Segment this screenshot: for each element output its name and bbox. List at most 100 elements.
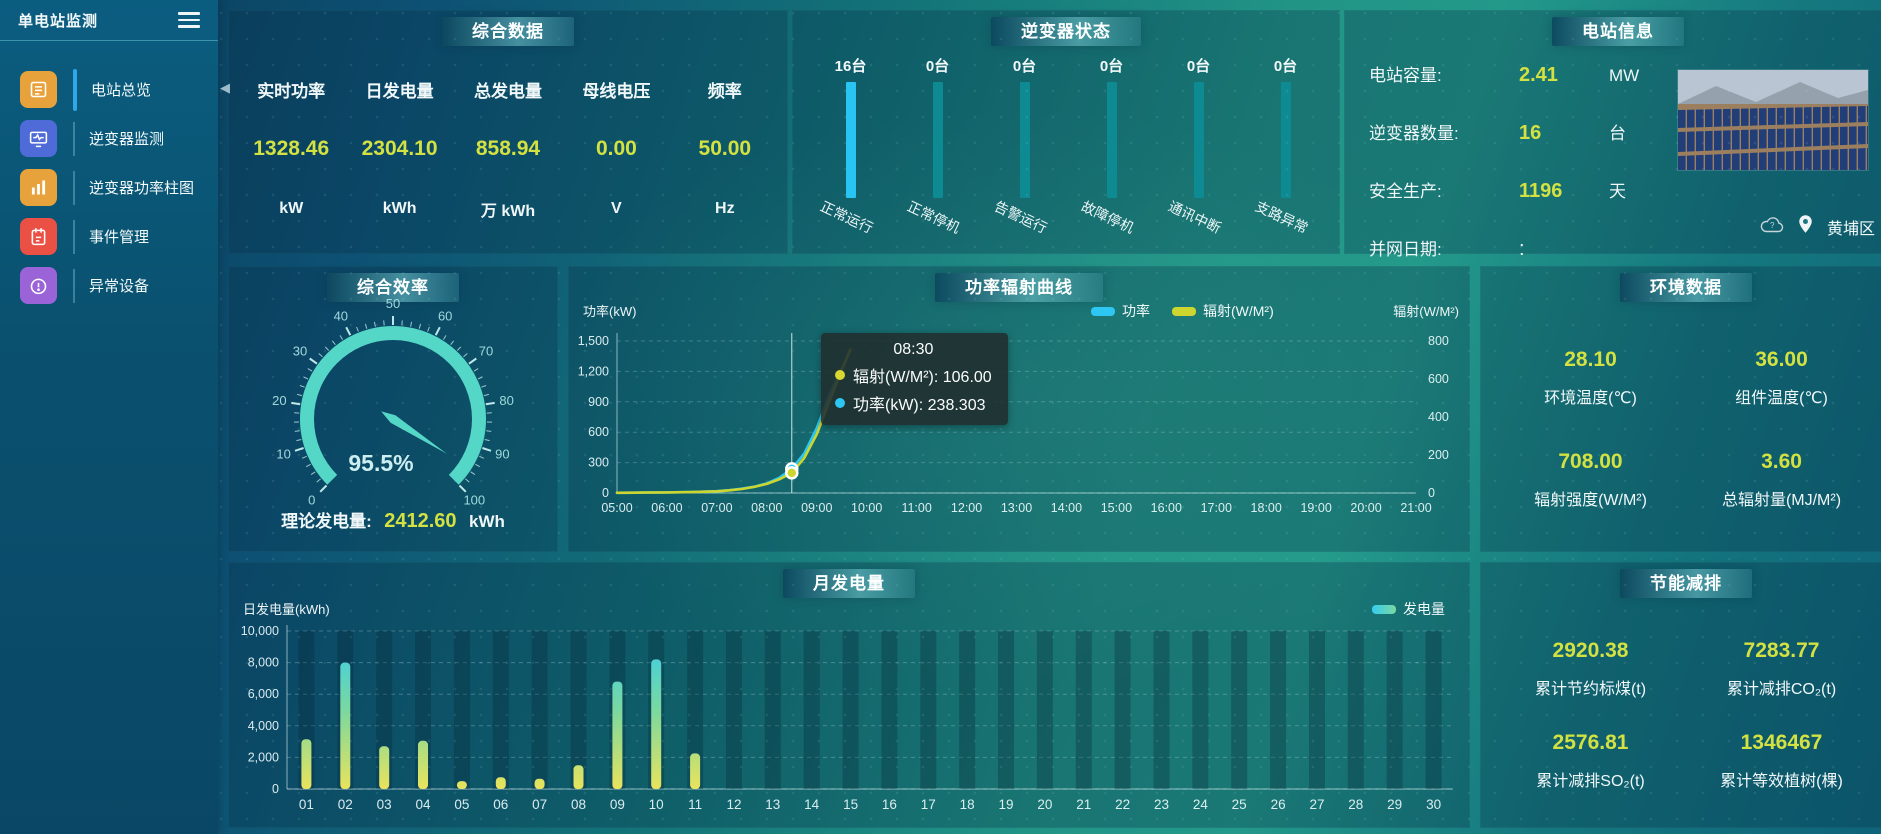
svg-text:15:00: 15:00 — [1101, 501, 1132, 515]
svg-text:21:00: 21:00 — [1400, 501, 1431, 515]
panel-title: 功率辐射曲线 — [935, 273, 1103, 302]
summary-metrics: 实时功率 日发电量 总发电量 母线电压 频率 1328.46 2304.10 8… — [237, 59, 779, 239]
cell-label: 累计节约标煤(t) — [1534, 681, 1647, 698]
status-bar — [845, 82, 856, 198]
status-label: 支路异常 — [1252, 197, 1311, 237]
cell-value: 2920.38 — [1552, 639, 1629, 662]
svg-text:24: 24 — [1193, 797, 1209, 812]
svg-text:95.5%: 95.5% — [348, 450, 413, 476]
inverter-status-col: 0台故障停机 — [1068, 55, 1155, 249]
power-radiation-chart[interactable]: 0 300 600 900 1,200 1,500 0 200 400 600 800 05:00 06… — [569, 323, 1471, 538]
row-label: 逆变器数量: — [1369, 124, 1459, 143]
metric-value: 0.00 — [595, 137, 637, 160]
cell-value: 28.10 — [1564, 348, 1617, 371]
svg-text:08: 08 — [571, 797, 586, 812]
svg-text:30: 30 — [1426, 797, 1441, 812]
sidebar-item-label: 事件管理 — [89, 229, 150, 246]
main-content: ◀ 综合数据 实时功率 日发电量 总发电量 母线电压 频率 1328.46 23… — [218, 0, 1881, 834]
efficiency-gauge[interactable]: 0 10 20 30 40 50 60 70 80 90 100 95.5% — [263, 296, 523, 542]
metric-label: 频率 — [707, 81, 742, 101]
sidebar-item-label: 电站总览 — [91, 82, 152, 99]
cell-value: 2576.81 — [1552, 731, 1629, 754]
sidebar-item-inverter-monitor[interactable]: 逆变器监测 — [0, 114, 218, 163]
metric-label: 日发电量 — [365, 81, 434, 101]
svg-text:8,000: 8,000 — [248, 656, 279, 670]
metric-label: 实时功率 — [257, 81, 326, 101]
svg-text:13:00: 13:00 — [1001, 501, 1032, 515]
monthly-generation-chart[interactable]: 0 2,000 4,000 6,000 8,000 10,000 01 02 03 04 05 06 0… — [229, 615, 1471, 834]
env-cell: 708.00 辐射强度(W/M²) — [1495, 450, 1686, 510]
svg-text:26: 26 — [1271, 797, 1286, 812]
notebook-icon — [20, 218, 57, 255]
svg-text:600: 600 — [588, 425, 609, 439]
status-count: 0台 — [1273, 58, 1298, 75]
svg-text:01: 01 — [299, 797, 314, 812]
item-divider — [73, 170, 75, 205]
svg-text:70: 70 — [479, 343, 493, 358]
svg-text:10: 10 — [649, 797, 664, 812]
svg-text:30: 30 — [293, 343, 307, 358]
collapse-sidebar-arrow[interactable]: ◀ — [220, 80, 230, 95]
footer-value: 2412.60 — [384, 510, 457, 532]
sidebar-header: 单电站监测 — [0, 0, 218, 41]
location-pin-icon[interactable] — [1798, 214, 1813, 239]
panel-title: 环境数据 — [1620, 273, 1752, 302]
svg-text:21: 21 — [1076, 797, 1091, 812]
weather-cloud-icon[interactable]: ? — [1760, 216, 1784, 238]
svg-text:0: 0 — [1428, 486, 1435, 500]
svg-text:12:00: 12:00 — [951, 501, 982, 515]
svg-text:10: 10 — [276, 447, 290, 462]
tooltip-row: 功率(kW): 238.303 — [835, 391, 992, 415]
y-axis-name: 日发电量(kWh) — [243, 602, 330, 617]
cell-label: 累计减排CO₂(t) — [1726, 681, 1837, 698]
metric-value: 2304.10 — [361, 137, 438, 160]
legend-label: 功率 — [1122, 303, 1150, 319]
inverter-status-col: 0台 正常停机 — [894, 55, 981, 249]
svg-text:22: 22 — [1115, 797, 1130, 812]
svg-text:17:00: 17:00 — [1201, 501, 1232, 515]
sidebar: 单电站监测 电站总览 逆变器监测 — [0, 0, 218, 834]
sidebar-item-station-overview[interactable]: 电站总览 — [0, 65, 218, 114]
item-divider — [73, 219, 75, 254]
svg-text:04: 04 — [415, 797, 431, 812]
sidebar-item-label: 逆变器监测 — [89, 131, 165, 148]
svg-text:60: 60 — [438, 309, 452, 324]
district-label: 黄埔区 — [1826, 220, 1875, 238]
svg-text:4,000: 4,000 — [248, 719, 279, 733]
inverter-status-panel: 逆变器状态 16台 正常运行 0台 正常停机 0台 告警运行 0台 故障停机 0台 通讯中断 0台支… — [792, 10, 1340, 254]
panel-title: 综合效率 — [327, 273, 459, 302]
env-cell: 28.10 环境温度(℃) — [1495, 348, 1686, 408]
legend-label: 发电量 — [1403, 601, 1445, 617]
legend-swatch — [1172, 306, 1196, 316]
svg-text:50: 50 — [386, 297, 400, 311]
svg-text:25: 25 — [1232, 797, 1247, 812]
metric-unit: V — [611, 200, 622, 217]
legend-power[interactable]: 功率 — [1091, 301, 1150, 321]
cell-value: 1346467 — [1740, 731, 1823, 754]
svg-text:6,000: 6,000 — [248, 687, 279, 701]
legend-label: 辐射(W/M²) — [1203, 303, 1274, 319]
svg-text:23: 23 — [1154, 797, 1169, 812]
status-label: 故障停机 — [1078, 197, 1137, 237]
bar-chart-legend[interactable]: 发电量 — [1372, 599, 1445, 619]
status-bar — [1280, 82, 1291, 198]
device-alert-icon — [20, 267, 57, 304]
y-axis-name-right: 辐射(W/M²) — [1393, 304, 1459, 319]
menu-toggle-icon[interactable] — [174, 8, 204, 32]
svg-text:28: 28 — [1348, 797, 1363, 812]
series-dot — [835, 398, 845, 408]
status-bar — [1019, 82, 1030, 198]
svg-text:800: 800 — [1428, 334, 1449, 348]
sidebar-item-event-management[interactable]: 事件管理 — [0, 212, 218, 261]
legend-swatch — [1091, 306, 1115, 316]
row-label: 安全生产: — [1369, 182, 1442, 201]
status-label: 告警运行 — [991, 197, 1050, 237]
svg-text:09:00: 09:00 — [801, 501, 832, 515]
metric-unit: 万 kWh — [480, 203, 536, 220]
sidebar-item-inverter-power-bars[interactable]: 逆变器功率柱图 — [0, 163, 218, 212]
tooltip-text: 辐射(W/M²): 106.00 — [853, 369, 992, 386]
status-count: 0台 — [1099, 58, 1124, 75]
station-photo — [1677, 69, 1869, 171]
legend-radiation[interactable]: 辐射(W/M²) — [1172, 301, 1274, 321]
sidebar-item-abnormal-devices[interactable]: 异常设备 — [0, 261, 218, 310]
